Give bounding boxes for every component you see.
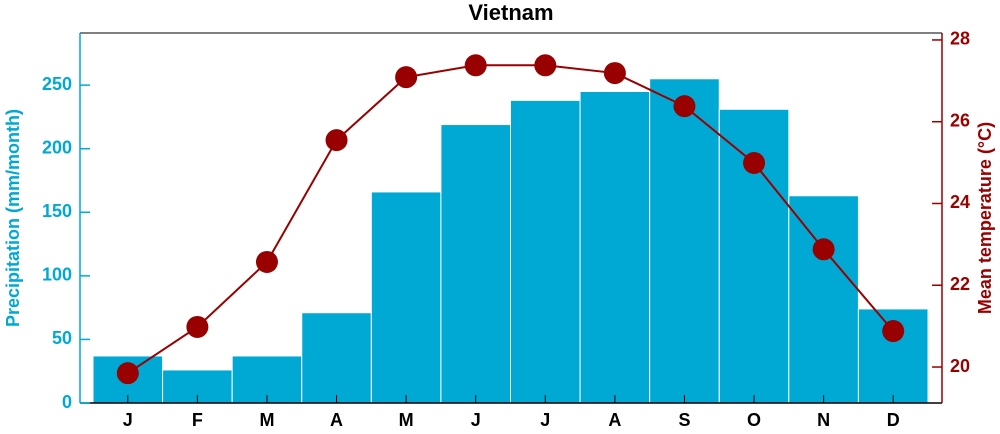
- y-axis-label: Precipitation (mm/month): [3, 109, 23, 327]
- temperature-point: [325, 129, 348, 152]
- y-tick-label: 50: [52, 328, 72, 348]
- bar: [579, 90, 651, 404]
- x-tick-label: J: [123, 410, 133, 430]
- bar: [301, 312, 372, 404]
- x-tick-label: F: [192, 410, 203, 430]
- y-tick-label: 150: [42, 201, 72, 221]
- chart-title: Vietnam: [468, 0, 553, 25]
- temperature-point: [673, 95, 696, 118]
- x-tick-label: A: [608, 410, 621, 430]
- y2-tick-label: 26: [950, 110, 970, 130]
- bar: [440, 124, 511, 404]
- temperature-point: [743, 152, 766, 175]
- y2-tick-label: 28: [950, 29, 970, 49]
- x-tick-label: A: [330, 410, 343, 430]
- bar: [649, 78, 720, 404]
- y-tick-label: 200: [42, 137, 72, 157]
- bar: [510, 99, 581, 404]
- temperature-point: [464, 54, 487, 77]
- x-tick-label: S: [678, 410, 690, 430]
- temperature-point: [882, 320, 905, 343]
- temperature-point: [116, 362, 139, 385]
- temperature-point: [812, 238, 835, 261]
- x-tick-label: D: [887, 410, 900, 430]
- temperature-point: [534, 54, 557, 77]
- temperature-point: [186, 315, 209, 338]
- bar: [370, 191, 442, 404]
- temperature-point: [255, 250, 278, 273]
- y-tick-label: 0: [62, 392, 72, 412]
- temperature-line: [127, 64, 894, 374]
- y-tick-label: 250: [42, 74, 72, 94]
- y2-tick-label: 24: [950, 192, 970, 212]
- x-tick-label: M: [259, 410, 274, 430]
- bar: [231, 355, 303, 404]
- x-tick-label: O: [747, 410, 761, 430]
- x-tick-label: N: [817, 410, 830, 430]
- x-tick-label: J: [471, 410, 481, 430]
- y2-axis-label: Mean temperature (°C): [975, 122, 995, 314]
- y2-tick-label: 22: [950, 274, 970, 294]
- y-tick-label: 100: [42, 265, 72, 285]
- x-tick-label: M: [399, 410, 414, 430]
- x-tick-label: J: [540, 410, 550, 430]
- bar: [788, 195, 859, 404]
- y2-tick-label: 20: [950, 356, 970, 376]
- temperature-point: [395, 66, 418, 89]
- temperature-point: [603, 62, 626, 85]
